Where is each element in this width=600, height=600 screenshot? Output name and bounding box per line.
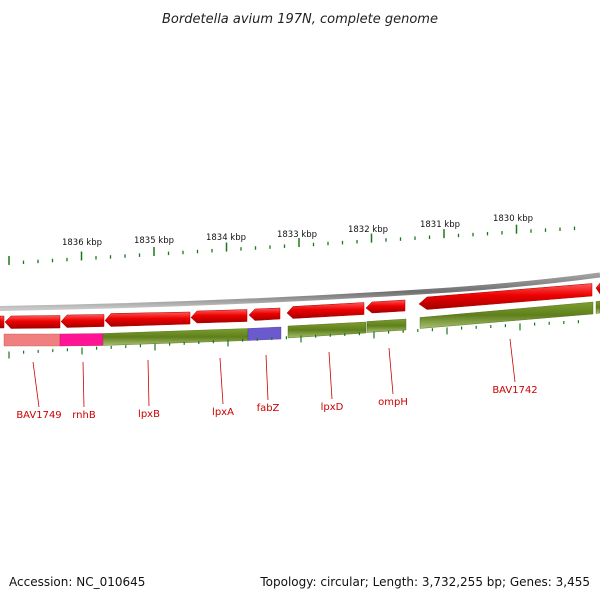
cog-block xyxy=(366,318,407,333)
scale-label: 1834 kbp xyxy=(206,233,246,243)
gene-arrow[interactable] xyxy=(104,311,191,327)
gene-label[interactable]: ompH xyxy=(378,397,408,408)
leader-line xyxy=(219,357,224,405)
map-title: Bordetella avium 197N, complete genome xyxy=(162,12,438,27)
leader-line xyxy=(328,351,333,400)
gene-arrow[interactable] xyxy=(0,315,5,329)
scale-label: 1835 kbp xyxy=(134,236,174,246)
accession-text: Accession: NC_010645 xyxy=(9,575,145,589)
genome-backbone xyxy=(0,272,600,311)
gene-arrow[interactable] xyxy=(286,302,365,319)
scale-label: 1832 kbp xyxy=(348,225,388,235)
scale-labels: 1836 kbp 1835 kbp 1834 kbp 1833 kbp 1832 kbp… xyxy=(62,214,533,248)
scale-ticks xyxy=(8,224,576,265)
gene-label[interactable]: fabZ xyxy=(257,403,280,414)
gene-arrow[interactable] xyxy=(365,299,406,314)
gene-arrow[interactable] xyxy=(190,309,248,324)
leader-lines xyxy=(32,338,516,408)
gene-arrow[interactable] xyxy=(418,283,593,310)
scale-label: 1833 kbp xyxy=(277,230,317,240)
gene-label[interactable]: lpxD xyxy=(321,402,344,413)
leader-line xyxy=(82,361,85,408)
scale-label: 1830 kbp xyxy=(493,214,533,224)
genome-info-text: Topology: circular; Length: 3,732,255 bp… xyxy=(259,575,590,589)
gene-label[interactable]: lpxB xyxy=(138,409,160,420)
gene-label[interactable]: BAV1742 xyxy=(492,385,537,396)
cog-block xyxy=(59,333,104,347)
cog-block xyxy=(247,326,282,341)
leader-line xyxy=(509,338,516,383)
gene-arrows xyxy=(0,282,600,329)
scale-label: 1836 kbp xyxy=(62,238,102,248)
leader-line xyxy=(388,347,394,395)
leader-line xyxy=(32,361,40,408)
gene-arrow[interactable] xyxy=(248,307,281,321)
cog-block xyxy=(3,333,61,347)
gene-arrow[interactable] xyxy=(4,315,61,329)
gene-label[interactable]: BAV1749 xyxy=(16,410,61,421)
cog-block xyxy=(419,301,594,329)
gene-label[interactable]: lpxA xyxy=(212,407,234,418)
cog-blocks xyxy=(3,300,600,347)
cog-block xyxy=(595,300,600,314)
gene-labels: BAV1749 rnhB lpxB lpxA fabZ lpxD ompH BAV1742 xyxy=(16,385,537,421)
cog-block xyxy=(102,328,249,346)
gene-arrow[interactable] xyxy=(595,282,600,295)
leader-line xyxy=(147,359,150,407)
lower-ticks xyxy=(8,320,580,359)
leader-line xyxy=(265,354,269,401)
gene-label[interactable]: rnhB xyxy=(72,410,96,421)
cog-block xyxy=(287,321,367,339)
gene-arrow[interactable] xyxy=(60,314,105,328)
scale-label: 1831 kbp xyxy=(420,220,460,230)
